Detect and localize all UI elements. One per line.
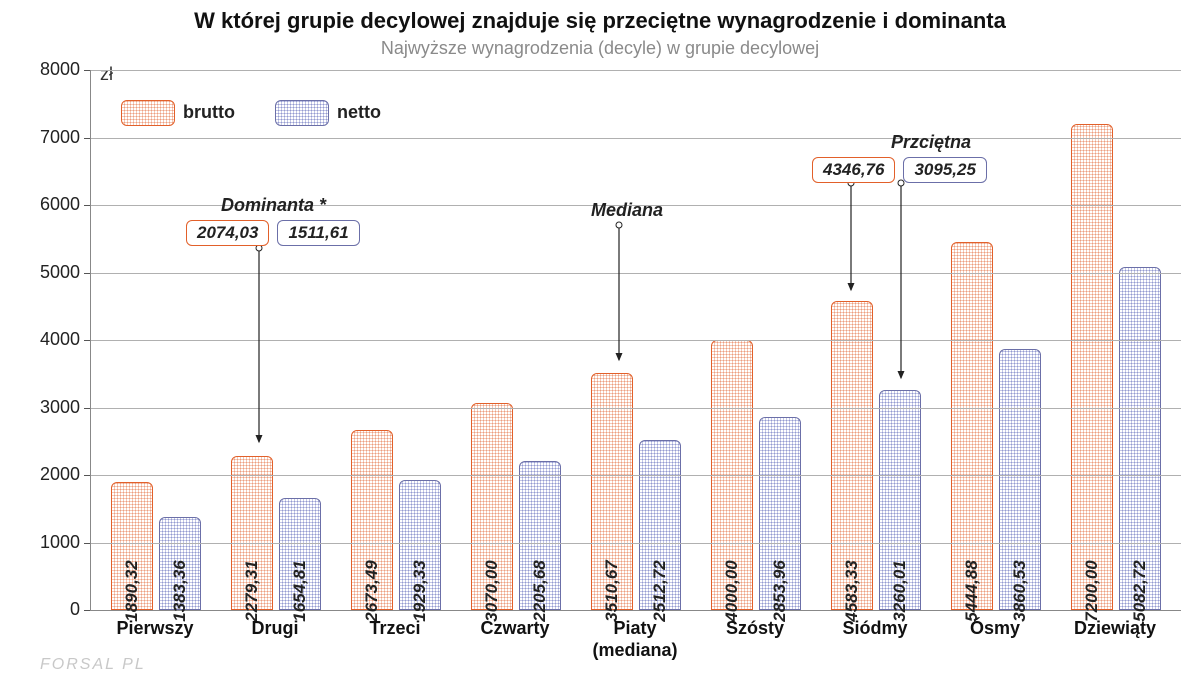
x-axis-label: Pierwszy [95,618,215,639]
callout-dominanta-netto: 1511,61 [277,220,359,246]
x-axis-label: Trzeci [335,618,455,639]
bar-brutto: 4583,33 [831,301,873,610]
callout-dominanta-brutto: 2074,03 [186,220,269,246]
y-tick: 8000 [30,59,80,80]
bar-value-label: 5082,72 [1130,560,1150,621]
callout-przcietna-brutto: 4346,76 [812,157,895,183]
bar-value-label: 1383,36 [170,560,190,621]
bar-netto: 2853,96 [759,417,801,610]
legend-swatch-netto [275,100,329,126]
legend-label-brutto: brutto [183,102,235,122]
bar-netto: 2205,68 [519,461,561,610]
bar-brutto: 3510,67 [591,373,633,610]
bar-netto: 3860,53 [999,349,1041,610]
bar-netto: 3260,01 [879,390,921,610]
bar-netto: 1383,36 [159,517,201,610]
x-axis-label: Drugi [215,618,335,639]
bar-value-label: 1929,33 [410,560,430,621]
bar-value-label: 2512,72 [650,560,670,621]
chart-container: W której grupie decylowej znajduje się p… [0,0,1200,676]
callout-dominanta-boxes: 2074,03 1511,61 [186,220,360,246]
bar-value-label: 3070,00 [482,560,502,621]
bar-brutto: 5444,88 [951,242,993,610]
bar-brutto: 1890,32 [111,482,153,610]
bar-value-label: 3510,67 [602,560,622,621]
x-axis-label: Ósmy [935,618,1055,639]
y-tick: 0 [30,599,80,620]
bar-value-label: 1890,32 [122,560,142,621]
y-tick: 2000 [30,464,80,485]
x-axis-label: Dziewiąty [1055,618,1175,639]
y-tick: 6000 [30,194,80,215]
bar-value-label: 2205,68 [530,560,550,621]
bar-netto: 1654,81 [279,498,321,610]
y-tick: 4000 [30,329,80,350]
legend-label-netto: netto [337,102,381,122]
plot-area: brutto netto 1890,321383,36 2279,311654,8… [90,70,1181,611]
bar-value-label: 4583,33 [842,560,862,621]
bar-value-label: 3260,01 [890,560,910,621]
callout-dominanta-title: Dominanta * [221,195,326,216]
y-tick: 1000 [30,532,80,553]
legend: brutto netto [121,100,381,126]
legend-item-netto: netto [275,100,381,126]
x-axis-label-sub: (mediana) [575,640,695,661]
bar-brutto: 2673,49 [351,430,393,610]
bar-brutto: 7200,00 [1071,124,1113,610]
callout-przcietna-title: Przciętna [891,132,971,153]
bar-value-label: 2853,96 [770,560,790,621]
y-tick: 5000 [30,262,80,283]
bar-value-label: 5444,88 [962,560,982,621]
y-tick: 7000 [30,127,80,148]
legend-swatch-brutto [121,100,175,126]
chart-title: W której grupie decylowej znajduje się p… [0,8,1200,34]
bar-value-label: 7200,00 [1082,560,1102,621]
bar-value-label: 3860,53 [1010,560,1030,621]
bar-value-label: 2673,49 [362,560,382,621]
bar-brutto: 3070,00 [471,403,513,610]
bar-netto: 5082,72 [1119,267,1161,610]
watermark: FORSAL PL [40,656,146,674]
x-axis-label: Piaty [575,618,695,639]
bar-brutto: 2279,31 [231,456,273,610]
bar-netto: 1929,33 [399,480,441,610]
bar-value-label: 1654,81 [290,560,310,621]
x-axis-label: Szósty [695,618,815,639]
y-tick: 3000 [30,397,80,418]
bar-netto: 2512,72 [639,440,681,610]
callout-przcietna-netto: 3095,25 [903,157,986,183]
bar-value-label: 4000,00 [722,560,742,621]
legend-item-brutto: brutto [121,100,235,126]
bar-value-label: 2279,31 [242,560,262,621]
callout-mediana-title: Mediana [591,200,663,221]
chart-subtitle: Najwyższe wynagrodzenia (decyle) w grupi… [0,38,1200,59]
x-axis-label: Siódmy [815,618,935,639]
callout-przcietna-boxes: 4346,76 3095,25 [812,157,987,183]
x-axis-label: Czwarty [455,618,575,639]
